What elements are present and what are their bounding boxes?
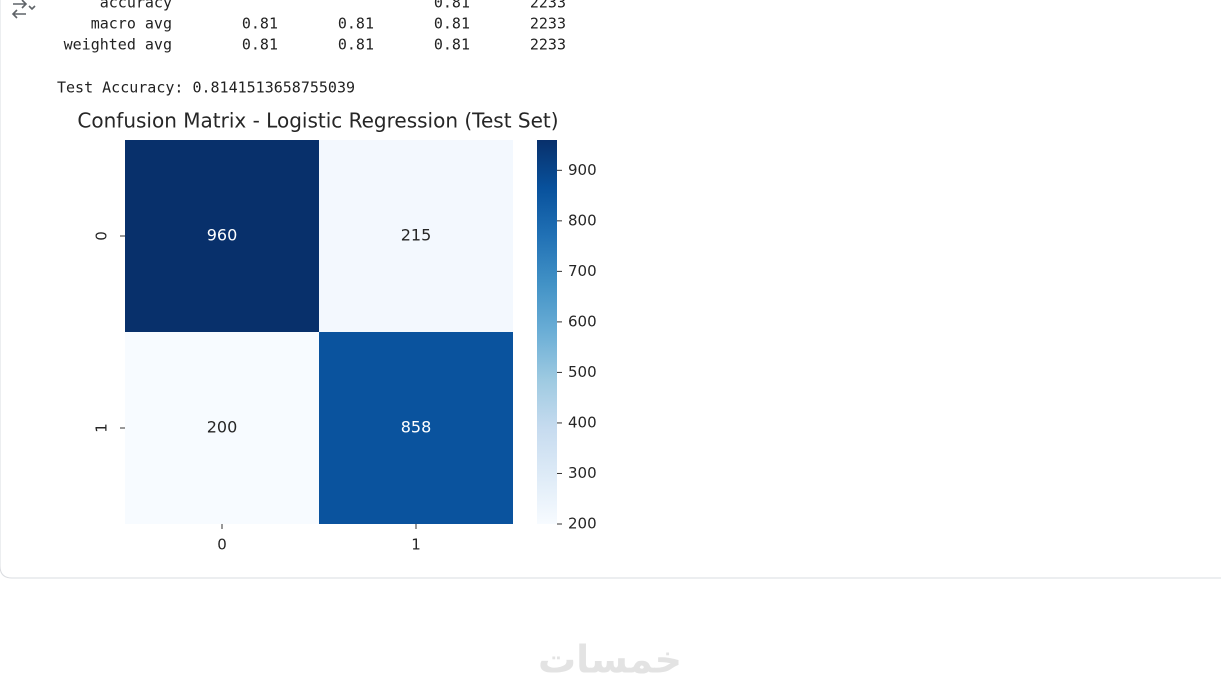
report-cell: 0.81 <box>434 15 470 33</box>
colorbar <box>537 140 557 524</box>
output-card <box>0 0 1221 579</box>
report-row-label: macro avg <box>91 15 172 33</box>
report-cell: 2233 <box>530 15 566 33</box>
report-row-label: accuracy <box>100 0 172 12</box>
cell-label: 215 <box>401 226 432 245</box>
colorbar-tick-label: 500 <box>568 363 597 381</box>
report-cell: 0.81 <box>242 15 278 33</box>
output-toggle-icon[interactable] <box>11 0 36 19</box>
y-tick-label: 0 <box>93 231 111 241</box>
report-cell: 2233 <box>530 36 566 54</box>
colorbar-tick-label: 200 <box>568 515 597 533</box>
colorbar-tick-label: 300 <box>568 464 597 482</box>
heatmap-cell <box>319 332 513 524</box>
cell-label: 200 <box>207 418 238 437</box>
heatmap-cell <box>125 140 319 332</box>
report-cell: 0.81 <box>434 36 470 54</box>
report-cell: 0.81 <box>338 36 374 54</box>
x-tick-label: 1 <box>411 536 421 554</box>
chart-title: Confusion Matrix - Logistic Regression (… <box>77 109 558 133</box>
colorbar-tick-label: 800 <box>568 211 597 229</box>
heatmap-cell <box>125 332 319 524</box>
x-tick-label: 0 <box>217 536 227 554</box>
heatmap-cell <box>319 140 513 332</box>
watermark: خمسات <box>538 638 682 682</box>
colorbar-tick-label: 600 <box>568 312 597 330</box>
cell-label: 858 <box>401 418 432 437</box>
colorbar-tick-label: 900 <box>568 161 597 179</box>
y-tick-label: 1 <box>93 423 111 433</box>
report-row-label: weighted avg <box>64 36 172 54</box>
colorbar-tick-label: 700 <box>568 262 597 280</box>
cell-label: 960 <box>207 226 238 245</box>
colorbar-tick-label: 400 <box>568 413 597 431</box>
test-accuracy: Test Accuracy: 0.8141513658755039 <box>57 79 355 97</box>
report-cell: 0.81 <box>338 15 374 33</box>
report-cell: 0.81 <box>242 36 278 54</box>
report-cell: 0.81 <box>434 0 470 12</box>
report-cell: 2233 <box>530 0 566 12</box>
